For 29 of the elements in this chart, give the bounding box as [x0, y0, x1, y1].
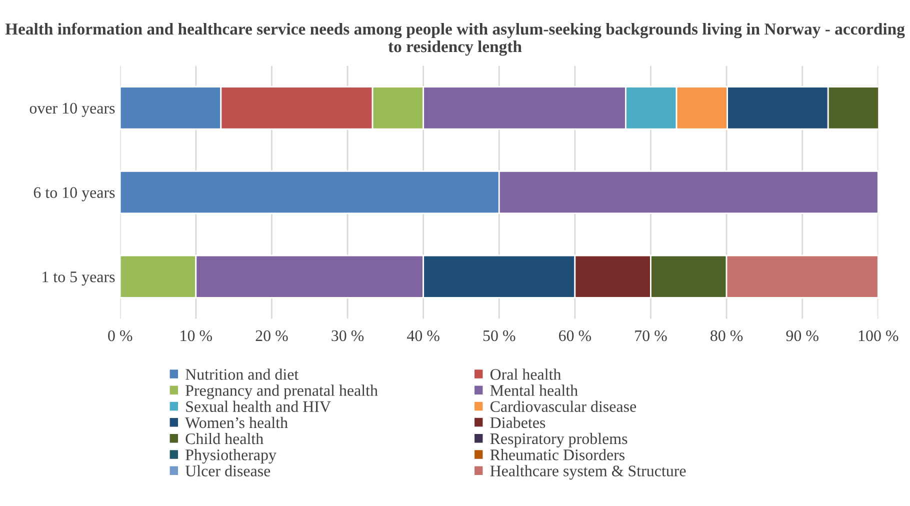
x-tick-label: 0 % [108, 330, 132, 342]
legend-label: Sexual health and HIV [186, 400, 331, 412]
legend-label: Respiratory problems [490, 432, 628, 448]
chart-title: Health information and healthcare service needs among people with asylum-seeking backgrounds living in Norway - according to residency length [5, 22, 905, 56]
legend-label: Physiotherapy [186, 449, 276, 464]
x-tick-label: 10 % [180, 330, 212, 342]
legend-label: Rheumatic Disorders [490, 449, 625, 460]
x-tick-label: 50 % [483, 330, 516, 342]
y-tick-label: 1 to 5 years [42, 272, 115, 286]
legend-label: Diabetes [490, 416, 546, 428]
legend-label: Ulcer disease [185, 465, 270, 476]
legend-label: Pregnancy and prenatal health [186, 384, 378, 400]
x-tick-label: 70 % [635, 330, 667, 342]
x-tick-label: 80 % [710, 330, 743, 342]
legend-label: Women’s health [185, 416, 288, 428]
legend-label: Child health [186, 432, 264, 444]
legend-label: Cardiovascular disease [490, 400, 636, 412]
y-tick-label: 6 to 10 years [34, 187, 115, 202]
legend-label: Oral health [490, 368, 561, 380]
x-tick-label: 90 % [786, 330, 818, 342]
legend-label: Nutrition and diet [186, 368, 299, 380]
x-tick-label: 20 % [256, 330, 288, 342]
y-tick-label: over 10 years [30, 102, 115, 117]
x-tick-label: 30 % [332, 330, 364, 342]
legend-label: Mental health [490, 384, 578, 396]
x-tick-label: 60 % [558, 330, 592, 342]
x-tick-label: 40 % [407, 330, 440, 342]
x-tick-label: 100 % [858, 330, 898, 342]
legend-label: Healthcare system & Structure [490, 465, 686, 480]
